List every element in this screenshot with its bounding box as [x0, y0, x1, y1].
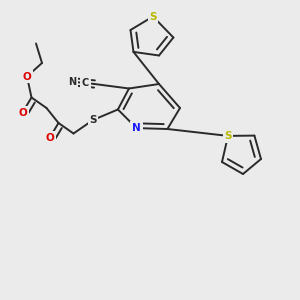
Text: S: S [89, 115, 97, 125]
Text: O: O [22, 71, 32, 82]
Text: S: S [149, 11, 157, 22]
Text: O: O [45, 133, 54, 143]
Text: S: S [224, 131, 232, 141]
Text: C: C [82, 78, 89, 88]
Text: N: N [132, 123, 141, 133]
Text: O: O [18, 107, 27, 118]
Text: N: N [68, 77, 77, 87]
